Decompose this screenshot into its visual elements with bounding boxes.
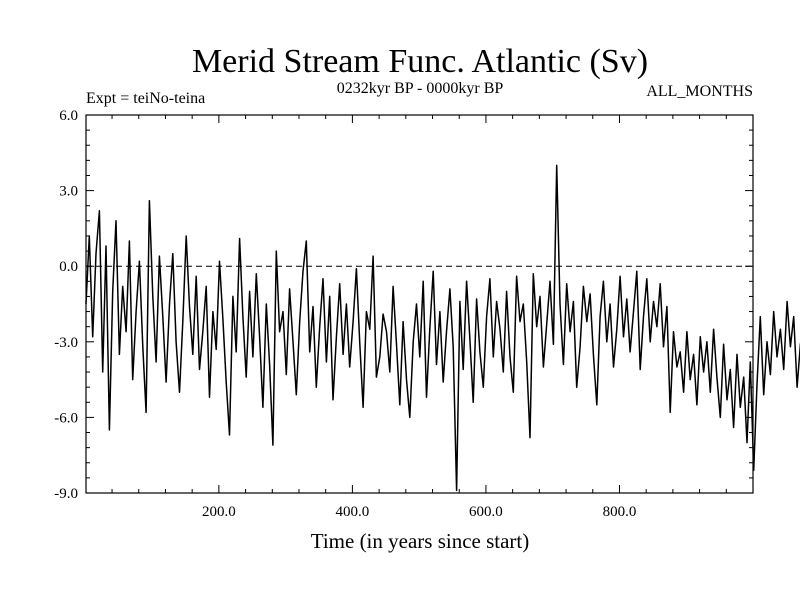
x-tick-label: 800.0: [603, 504, 637, 520]
plot-area: 6.0 3.0 0.0 -3.0 -6.0 -9.0 200.0 400.0 600.0 800.…: [54, 108, 800, 520]
x-axis-label: Time (in years since start): [311, 529, 530, 553]
chart-subtitle: 0232kyr BP - 0000kyr BP: [337, 80, 504, 97]
months-label: ALL_MONTHS: [646, 83, 753, 100]
y-tick-label: 0.0: [59, 259, 78, 275]
x-tick-label: 200.0: [202, 504, 236, 520]
y-tick-label: 6.0: [59, 108, 78, 124]
y-tick-label: -6.0: [54, 410, 78, 426]
y-tick-label: -9.0: [54, 486, 78, 502]
x-tick-label: 600.0: [469, 504, 503, 520]
series-line: [85, 164, 800, 492]
y-tick-label: -3.0: [54, 335, 78, 351]
experiment-label: Expt = teiNo-teina: [86, 90, 205, 107]
y-tick-label: 3.0: [59, 184, 78, 200]
x-tick-label: 400.0: [336, 504, 370, 520]
chart-title: Merid Stream Func. Atlantic (Sv): [192, 43, 648, 80]
